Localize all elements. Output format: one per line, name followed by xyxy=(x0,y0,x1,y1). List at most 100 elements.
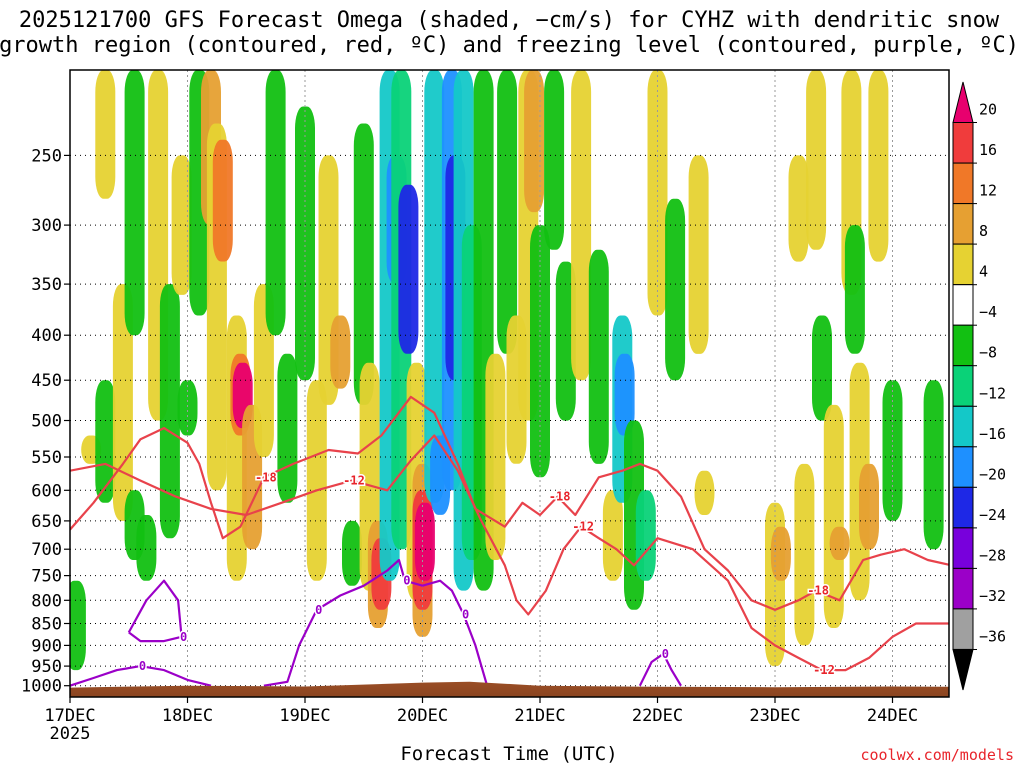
omega-cell xyxy=(95,380,116,503)
omega-cell xyxy=(177,380,198,436)
terrain-surface xyxy=(70,681,949,697)
freezing-level-label: 0 xyxy=(180,630,187,644)
colorbar-swatch xyxy=(952,649,974,691)
dendritic-contour-label: -12 xyxy=(572,520,594,534)
omega-cell xyxy=(806,70,827,250)
omega-cell xyxy=(665,198,686,381)
x-tick-label: 18DEC xyxy=(162,706,213,726)
omega-cell xyxy=(635,490,656,581)
omega-cell xyxy=(95,70,116,199)
colorbar-swatch xyxy=(952,284,974,326)
colorbar-label: −20 xyxy=(979,465,1006,483)
omega-cell xyxy=(524,70,545,213)
omega-cell xyxy=(859,463,879,550)
x-tick-label: 21DEC xyxy=(514,706,565,726)
x-tick-label: 20DEC xyxy=(397,706,448,726)
omega-cell xyxy=(171,155,192,295)
y-tick-label: 500 xyxy=(31,412,62,432)
dendritic-growth-contours: -12 -12 -12 -18 -18 -18 xyxy=(70,395,949,679)
chart-title-line-2: growth region (contoured, red, ºC) and f… xyxy=(0,33,1019,58)
omega-cell xyxy=(868,70,889,262)
freezing-level-label: 0 xyxy=(662,647,669,661)
colorbar-label: −12 xyxy=(979,384,1006,402)
colorbar-swatch xyxy=(952,405,974,448)
dendritic-contour-line xyxy=(70,395,949,611)
colorbar-label: −4 xyxy=(979,303,997,321)
omega-cell xyxy=(823,404,844,628)
y-tick-label: 400 xyxy=(31,326,62,346)
colorbar-swatch xyxy=(952,527,974,569)
terrain-band xyxy=(70,681,949,697)
omega-cell xyxy=(544,70,565,250)
plot-frame xyxy=(69,69,950,698)
colorbar-label: 20 xyxy=(979,101,997,119)
omega-cell xyxy=(829,526,850,560)
omega-cell xyxy=(70,580,86,671)
y-tick-label: 900 xyxy=(31,636,62,656)
y-tick-label: 1000 xyxy=(21,677,62,697)
omega-cell xyxy=(923,380,944,550)
omega-cell xyxy=(812,315,832,421)
colorbar-label: 12 xyxy=(979,182,997,200)
colorbar-swatch xyxy=(952,162,974,205)
omega-cell xyxy=(330,315,351,389)
omega-cell xyxy=(353,123,374,405)
y-tick-label: 800 xyxy=(31,591,62,611)
y-tick-label: 250 xyxy=(31,146,62,166)
colorbar-swatch xyxy=(952,446,974,488)
colorbar-label: −36 xyxy=(979,628,1006,646)
omega-cell xyxy=(588,249,609,464)
freezing-level-line xyxy=(638,652,682,687)
colorbar-legend: 20 16 12 8 4 −4 −8 −12 −16 −20 −24 −28 −32 −36 xyxy=(952,81,1006,691)
omega-cell xyxy=(398,184,419,354)
colorbar-label: 8 xyxy=(979,222,988,240)
y-tick-label: 700 xyxy=(31,540,62,560)
y-tick-label: 600 xyxy=(31,481,62,501)
omega-cell xyxy=(647,70,668,316)
colorbar-swatch xyxy=(952,365,974,407)
x-tick-label: 24DEC xyxy=(867,706,918,726)
y-tick-label: 450 xyxy=(31,371,62,391)
colorbar-swatch xyxy=(952,243,974,286)
omega-cell xyxy=(571,70,592,381)
colorbar-swatch xyxy=(952,203,974,245)
freezing-level-label: 0 xyxy=(403,574,410,588)
x-tick-label: 17DEC xyxy=(44,706,95,726)
omega-cell xyxy=(497,70,518,354)
omega-cell xyxy=(112,284,133,521)
colorbar-swatch xyxy=(952,122,974,164)
omega-cell xyxy=(212,139,233,262)
omega-cell xyxy=(844,225,865,354)
freezing-level-label: 0 xyxy=(139,659,146,673)
freezing-level-line xyxy=(70,664,212,687)
credit-link[interactable]: coolwx.com/models xyxy=(860,746,1014,764)
y-tick-label: 300 xyxy=(31,216,62,236)
omega-cell xyxy=(342,520,362,586)
freezing-level-label: 0 xyxy=(315,603,322,617)
y-tick-label: 650 xyxy=(31,512,62,532)
omega-cell xyxy=(265,70,286,336)
omega-cell xyxy=(602,490,623,581)
dendritic-contour-label: -12 xyxy=(813,663,835,677)
x-tick-label: 23DEC xyxy=(749,706,800,726)
colorbar-label: 16 xyxy=(979,141,997,159)
y-tick-label: 350 xyxy=(31,275,62,295)
x-axis-label: Forecast Time (UTC) xyxy=(400,743,617,765)
colorbar-swatch xyxy=(952,486,974,529)
colorbar-label: −28 xyxy=(979,546,1006,564)
y-tick-label: 950 xyxy=(31,657,62,677)
dendritic-contour-label: -12 xyxy=(343,474,365,488)
omega-cell xyxy=(688,155,709,354)
omega-cell xyxy=(555,261,576,421)
omega-cell xyxy=(614,353,635,436)
omega-cell xyxy=(424,70,445,503)
colorbar-swatch xyxy=(952,324,974,367)
omega-cell xyxy=(306,380,327,581)
freezing-level-line xyxy=(263,558,489,687)
y-tick-label: 550 xyxy=(31,448,62,468)
freezing-level-line xyxy=(127,579,183,643)
omega-cell xyxy=(788,155,809,262)
omega-cell xyxy=(277,353,298,503)
